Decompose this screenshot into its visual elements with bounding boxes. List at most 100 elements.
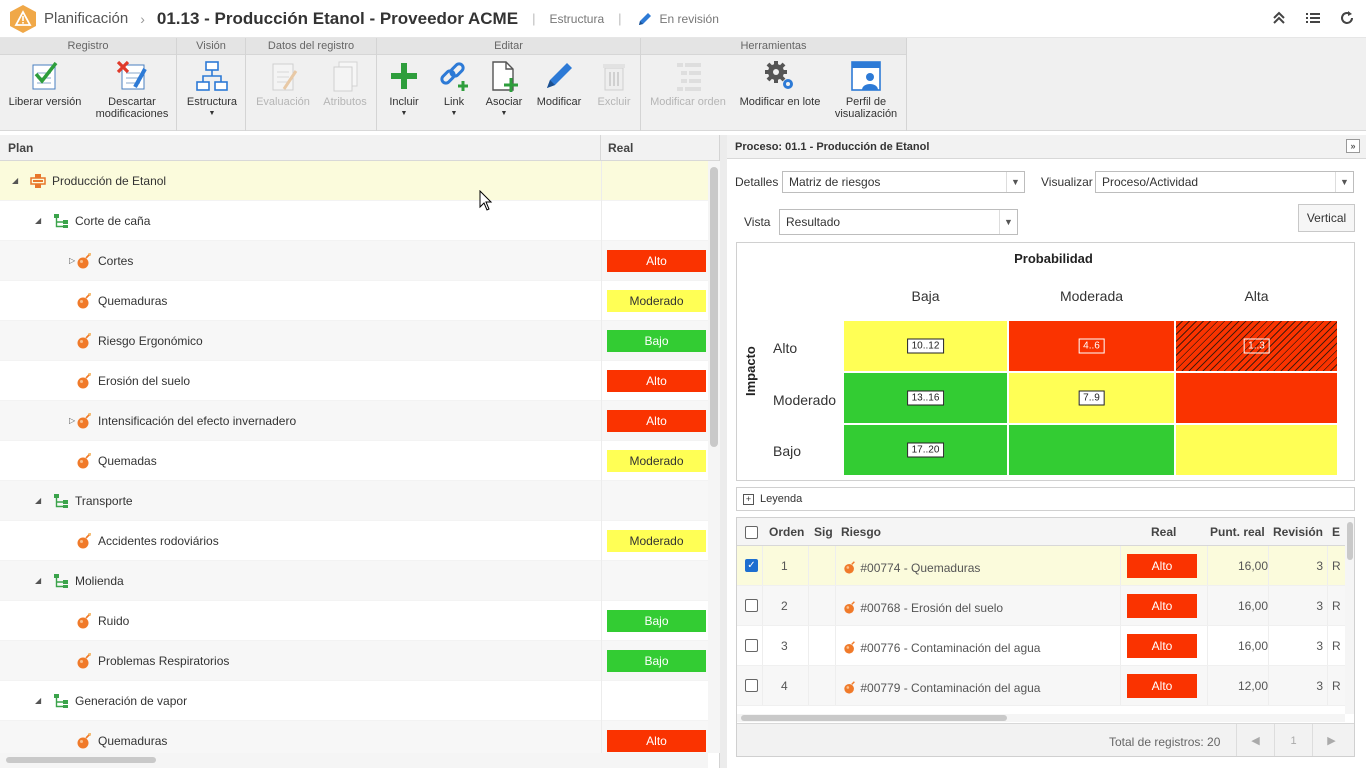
row-checkbox[interactable]: ✓ <box>745 559 758 572</box>
scroll-thumb[interactable] <box>710 167 718 447</box>
col-real[interactable]: Real <box>1151 525 1177 539</box>
chevron-down-icon[interactable]: ▼ <box>1335 172 1353 192</box>
chevron-down-icon[interactable]: ▼ <box>1006 172 1024 192</box>
matrix-cell-selected[interactable]: 1..3 <box>1176 321 1337 371</box>
select-all-checkbox[interactable] <box>745 526 758 539</box>
tree-row-label[interactable]: Problemas Respiratorios <box>98 654 230 668</box>
structure-link[interactable]: Estructura <box>549 11 605 26</box>
tree-row-label[interactable]: Transporte <box>75 494 133 508</box>
tree-row-label[interactable]: Ruido <box>98 614 130 628</box>
tree-row-label[interactable]: Quemaduras <box>98 734 168 748</box>
prev-page-icon[interactable]: ◀ <box>1236 724 1274 756</box>
tree-row-label[interactable]: Erosión del suelo <box>98 374 191 388</box>
grid-vertical-scrollbar[interactable] <box>1345 518 1354 714</box>
matrix-cell[interactable] <box>1009 425 1174 475</box>
tree-row-label[interactable]: Intensificación del efecto invernadero <box>98 414 297 428</box>
attributes-button[interactable]: Atributos <box>316 58 374 108</box>
column-header-real[interactable]: Real <box>608 141 634 155</box>
batch-modify-button[interactable]: Modificar en lote <box>737 58 823 108</box>
matrix-cell[interactable]: 7..9 <box>1009 373 1174 423</box>
row-checkbox[interactable] <box>745 639 758 652</box>
col-revision[interactable]: Revisión <box>1273 525 1324 539</box>
tree-row[interactable]: Quemaduras Moderado <box>0 281 708 321</box>
tree-row[interactable]: ◢ Transporte <box>0 481 708 521</box>
scroll-thumb[interactable] <box>741 715 1007 721</box>
cell-riesgo[interactable]: #00779 - Contaminación del agua <box>843 666 1040 705</box>
scroll-thumb[interactable] <box>6 757 156 763</box>
collapse-panel-icon[interactable]: » <box>1346 139 1360 153</box>
app-name[interactable]: Planificación <box>44 10 129 27</box>
chevron-down-icon[interactable]: ▼ <box>999 210 1017 234</box>
modify-button[interactable]: Modificar <box>531 58 587 108</box>
tree-row-label[interactable]: Quemaduras <box>98 294 168 308</box>
scroll-thumb[interactable] <box>1347 522 1353 560</box>
cell-riesgo[interactable]: #00776 - Contaminación del agua <box>843 626 1040 665</box>
detalles-select[interactable]: Matriz de riesgos ▼ <box>782 171 1025 193</box>
collapse-node-icon[interactable]: ◢ <box>35 696 42 705</box>
evaluation-button[interactable]: Evaluación <box>252 58 314 108</box>
associate-button[interactable]: Asociar ▼ <box>481 58 527 118</box>
tree-row-label[interactable]: Producción de Etanol <box>52 174 167 188</box>
tree-row[interactable]: ▷ Intensificación del efecto invernadero A… <box>0 401 708 441</box>
collapse-node-icon[interactable]: ◢ <box>35 496 42 505</box>
tree-row-label[interactable]: Accidentes rodoviários <box>98 534 219 548</box>
tree-row[interactable]: Ruido Bajo <box>0 601 708 641</box>
expand-plus-icon[interactable]: + <box>743 493 754 505</box>
structure-button[interactable]: Estructura ▼ <box>183 58 241 118</box>
tree-row-label[interactable]: Generación de vapor <box>75 694 188 708</box>
tree-row[interactable]: ▷ Cortes Alto <box>0 241 708 281</box>
tree-row[interactable]: ◢ Corte de caña <box>0 201 708 241</box>
matrix-cell[interactable]: 4..6 <box>1009 321 1174 371</box>
grid-row[interactable]: 2 #00768 - Erosión del suelo Alto 16,00 3 R <box>737 586 1347 626</box>
tree-row-label[interactable]: Quemadas <box>98 454 157 468</box>
list-menu-icon[interactable] <box>1304 9 1322 27</box>
grid-row[interactable]: 4 #00779 - Contaminación del agua Alto 12,… <box>737 666 1347 706</box>
discard-changes-button[interactable]: Descartar modificaciones <box>92 58 172 120</box>
tree-vertical-scrollbar[interactable] <box>708 161 720 753</box>
vista-select[interactable]: Resultado ▼ <box>779 209 1018 235</box>
tree-row-label[interactable]: Cortes <box>98 254 134 268</box>
include-button[interactable]: Incluir ▼ <box>381 58 427 118</box>
visualizar-select[interactable]: Proceso/Actividad ▼ <box>1095 171 1354 193</box>
tree-row[interactable]: Problemas Respiratorios Bajo <box>0 641 708 681</box>
cell-riesgo[interactable]: #00774 - Quemaduras <box>843 546 980 585</box>
tree-row[interactable]: Quemadas Moderado <box>0 441 708 481</box>
release-version-button[interactable]: Liberar versión <box>6 58 84 108</box>
expand-node-icon[interactable]: ▷ <box>69 256 76 265</box>
grid-horizontal-scrollbar[interactable] <box>737 714 1345 722</box>
row-checkbox[interactable] <box>745 599 758 612</box>
column-header-plan[interactable]: Plan <box>0 135 601 160</box>
row-checkbox[interactable] <box>745 679 758 692</box>
modify-order-button[interactable]: Modificar orden <box>647 58 729 108</box>
col-riesgo[interactable]: Riesgo <box>841 525 882 539</box>
tree-row[interactable]: Riesgo Ergonómico Bajo <box>0 321 708 361</box>
cell-riesgo[interactable]: #00768 - Erosión del suelo <box>843 586 1003 625</box>
collapse-node-icon[interactable]: ◢ <box>12 176 19 185</box>
tree-row[interactable]: ◢ Producción de Etanol <box>0 161 708 201</box>
refresh-icon[interactable] <box>1338 9 1356 27</box>
collapse-up-icon[interactable] <box>1270 9 1288 27</box>
matrix-cell[interactable] <box>1176 373 1337 423</box>
matrix-cell[interactable]: 17..20 <box>844 425 1007 475</box>
next-page-icon[interactable]: ▶ <box>1312 724 1350 756</box>
planning-app-icon[interactable] <box>8 4 38 34</box>
tree-row[interactable]: ◢ Generación de vapor <box>0 681 708 721</box>
page-number[interactable]: 1 <box>1274 724 1312 756</box>
col-orden[interactable]: Orden <box>769 525 805 539</box>
delete-button[interactable]: Excluir <box>591 58 637 108</box>
tree-row-label[interactable]: Corte de caña <box>75 214 151 228</box>
tree-row-label[interactable]: Molienda <box>75 574 124 588</box>
col-sig[interactable]: Sig <box>814 525 833 539</box>
collapse-node-icon[interactable]: ◢ <box>35 216 42 225</box>
grid-row[interactable]: 3 #00776 - Contaminación del agua Alto 16,… <box>737 626 1347 666</box>
expand-node-icon[interactable]: ▷ <box>69 416 76 425</box>
tree-horizontal-scrollbar[interactable] <box>0 753 708 768</box>
col-punt-real[interactable]: Punt. real <box>1210 525 1265 539</box>
grid-row[interactable]: ✓ 1 #00774 - Quemaduras Alto 16,00 3 R <box>737 546 1347 586</box>
matrix-cell[interactable]: 10..12 <box>844 321 1007 371</box>
matrix-cell[interactable] <box>1176 425 1337 475</box>
tree-row[interactable]: Accidentes rodoviários Moderado <box>0 521 708 561</box>
col-e[interactable]: E <box>1332 525 1341 539</box>
view-profile-button[interactable]: Perfil de visualización <box>829 58 903 120</box>
tree-row-label[interactable]: Riesgo Ergonómico <box>98 334 203 348</box>
